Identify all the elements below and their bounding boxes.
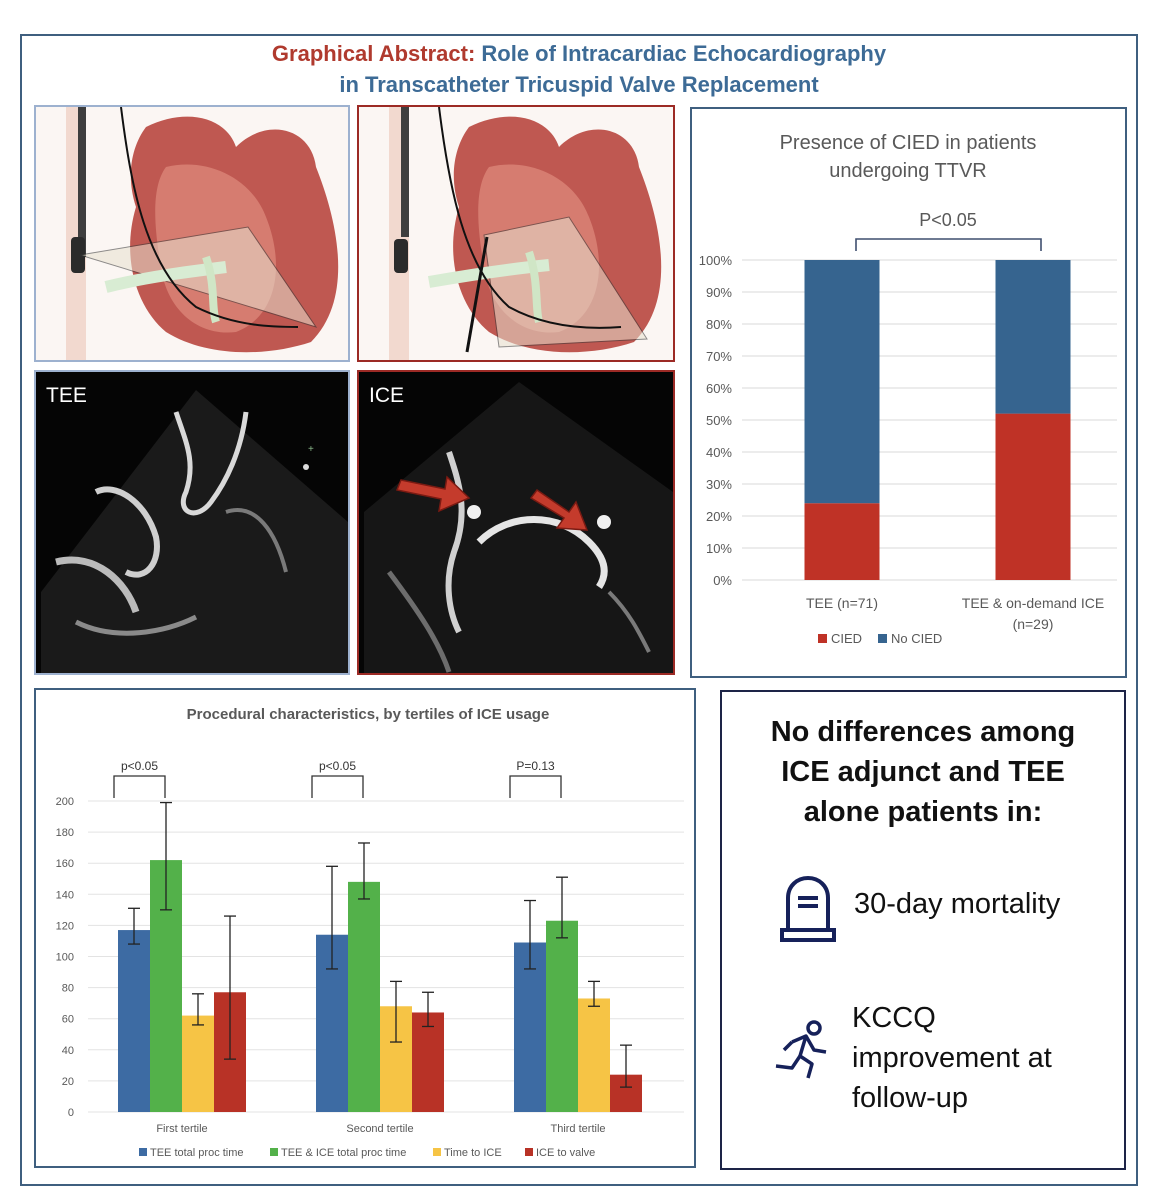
proc-ytick-label: 0: [68, 1107, 74, 1119]
arrow-left: [395, 475, 471, 513]
cied-ytick-label: 0%: [713, 573, 732, 588]
svg-text:+: +: [308, 444, 314, 455]
cied-ytick-label: 10%: [706, 541, 732, 556]
summary-heading-line1: No differences among: [770, 716, 1076, 748]
tee-ultrasound-sector: +: [41, 390, 348, 673]
proc-bar-ice-to-valve: [412, 1012, 444, 1112]
abstract-frame: [20, 34, 1138, 1186]
summary-heading: No differences among ICE adjunct and TEE…: [722, 712, 1124, 832]
proc-bar-tee-ice-total: [546, 920, 578, 1112]
proc-pvalue-bracket: [311, 775, 364, 798]
tee-echo-image: TEE +: [34, 370, 350, 675]
proc-ytick-label: 20: [62, 1076, 74, 1088]
cied-chart: Presence of CIED in patients undergoing …: [699, 132, 1117, 646]
page-title: Graphical Abstract: Role of Intracardiac…: [20, 38, 1138, 100]
cied-ytick-label: 90%: [706, 285, 732, 300]
cied-legend-nocied: No CIED: [891, 631, 942, 646]
cied-chart-title-line1: Presence of CIED in patients: [780, 132, 1037, 154]
cied-category-1: TEE (n=71): [806, 595, 878, 611]
summary-item-mortality: 30-day mortality: [854, 888, 1061, 920]
procedural-chart: Procedural characteristics, by tertiles …: [56, 706, 684, 1159]
proc-category-label: Third tertile: [550, 1123, 605, 1135]
proc-ytick-label: 140: [56, 889, 74, 901]
ice-echo-image: ICE: [357, 370, 675, 675]
summary-item-kccq: KCCQ improvement at follow-up: [852, 998, 1052, 1118]
proc-legend-label: Time to ICE: [444, 1147, 502, 1159]
proc-bar-tee-ice-total: [348, 881, 380, 1112]
proc-pvalue: P=0.13: [516, 759, 555, 773]
tee-heart-illustration: [66, 107, 339, 360]
cied-ytick-label: 30%: [706, 477, 732, 492]
summary-kccq-line3: follow-up: [852, 1082, 969, 1114]
title-prefix: Graphical Abstract:: [271, 41, 476, 66]
cied-bar-nocied: [995, 260, 1071, 414]
proc-category-label: Second tertile: [346, 1123, 413, 1135]
proc-legend-swatch: [433, 1148, 441, 1156]
cied-ytick-label: 40%: [706, 445, 732, 460]
proc-legend-swatch: [139, 1148, 147, 1156]
ice-image-label: ICE: [369, 384, 405, 407]
cied-chart-panel: Presence of CIED in patients undergoing …: [690, 107, 1127, 678]
proc-ytick-label: 120: [56, 920, 74, 932]
proc-category-label: First tertile: [156, 1123, 207, 1135]
tee-heart-diagram: [34, 105, 350, 362]
ice-heart-illustration: [389, 107, 662, 360]
ice-ultrasound-sector: [364, 382, 673, 673]
summary-panel: No differences among ICE adjunct and TEE…: [720, 690, 1126, 1170]
cied-legend-swatch-nocied: [878, 634, 887, 643]
proc-pvalue: p<0.05: [121, 759, 158, 773]
summary-kccq-line1: KCCQ: [852, 1002, 936, 1034]
cied-ytick-label: 20%: [706, 509, 732, 524]
cied-pvalue: P<0.05: [919, 210, 977, 230]
proc-legend-label: TEE total proc time: [150, 1147, 244, 1159]
proc-chart-title: Procedural characteristics, by tertiles …: [187, 706, 550, 723]
cied-ytick-label: 60%: [706, 381, 732, 396]
proc-ytick-label: 40: [62, 1045, 74, 1057]
proc-ytick-label: 60: [62, 1014, 74, 1026]
proc-legend-label: TEE & ICE total proc time: [281, 1147, 406, 1159]
tombstone-icon: [780, 875, 836, 942]
cied-bar-nocied: [804, 260, 880, 504]
title-line2: in Transcatheter Tricuspid Valve Replace…: [339, 72, 819, 97]
proc-ytick-label: 180: [56, 827, 74, 839]
cied-bar-cied: [995, 413, 1071, 580]
cied-bar-cied: [804, 503, 880, 580]
cied-ytick-label: 80%: [706, 317, 732, 332]
proc-ytick-label: 200: [56, 796, 74, 808]
title-line1: Role of Intracardiac Echocardiography: [475, 41, 887, 66]
proc-ytick-label: 100: [56, 952, 74, 964]
cied-legend-swatch-cied: [818, 634, 827, 643]
proc-bar-tee-total: [118, 930, 150, 1112]
summary-heading-line3: alone patients in:: [803, 796, 1043, 828]
proc-bar-tee-total: [514, 942, 546, 1112]
summary-heading-line2: ICE adjunct and TEE: [781, 756, 1065, 788]
procedural-chart-panel: Procedural characteristics, by tertiles …: [34, 688, 696, 1168]
proc-legend-swatch: [525, 1148, 533, 1156]
cied-category-2-line1: TEE & on-demand ICE: [962, 595, 1104, 611]
proc-ytick-label: 160: [56, 858, 74, 870]
summary-kccq-line2: improvement at: [852, 1042, 1052, 1074]
cied-legend-cied: CIED: [831, 631, 862, 646]
arrow-right: [529, 488, 589, 531]
running-person-icon: [775, 1020, 827, 1079]
cied-category-2-line2: (n=29): [1013, 616, 1054, 632]
cied-ytick-label: 100%: [699, 253, 733, 268]
cied-ytick-label: 50%: [706, 413, 732, 428]
proc-legend-swatch: [270, 1148, 278, 1156]
ice-heart-diagram: [357, 105, 675, 362]
proc-legend-label: ICE to valve: [536, 1147, 595, 1159]
cied-ytick-label: 70%: [706, 349, 732, 364]
proc-bar-time-to-ice: [182, 1015, 214, 1112]
proc-pvalue-bracket: [509, 775, 562, 798]
cied-chart-title-line2: undergoing TTVR: [829, 160, 987, 182]
proc-ytick-label: 80: [62, 983, 74, 995]
proc-pvalue-bracket: [113, 775, 166, 798]
proc-pvalue: p<0.05: [319, 759, 356, 773]
cied-pvalue-bracket: [855, 238, 1042, 251]
tee-image-label: TEE: [46, 384, 87, 407]
proc-bar-time-to-ice: [578, 998, 610, 1112]
